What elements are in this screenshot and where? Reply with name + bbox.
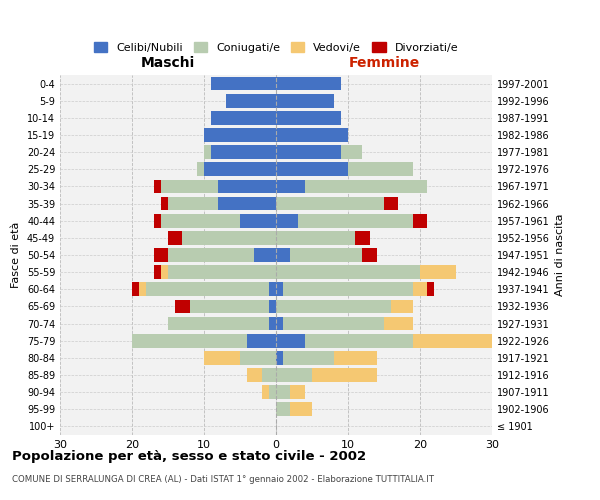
Bar bbox=[161, 180, 218, 194]
Bar bbox=[154, 248, 168, 262]
Bar bbox=[269, 300, 276, 314]
Bar bbox=[197, 162, 204, 176]
Bar bbox=[276, 146, 341, 159]
Bar bbox=[226, 94, 276, 108]
Bar bbox=[204, 351, 240, 364]
Bar bbox=[240, 214, 276, 228]
Bar bbox=[262, 368, 276, 382]
Bar bbox=[276, 248, 290, 262]
Bar bbox=[391, 300, 413, 314]
Bar bbox=[283, 351, 334, 364]
Bar bbox=[190, 300, 269, 314]
Bar bbox=[204, 128, 276, 142]
Y-axis label: Anni di nascita: Anni di nascita bbox=[555, 214, 565, 296]
Bar bbox=[154, 214, 161, 228]
Bar bbox=[276, 386, 290, 399]
Bar bbox=[355, 231, 370, 244]
Y-axis label: Fasce di età: Fasce di età bbox=[11, 222, 21, 288]
Bar bbox=[240, 351, 276, 364]
Bar bbox=[218, 180, 276, 194]
Bar bbox=[276, 128, 348, 142]
Bar bbox=[283, 316, 384, 330]
Bar bbox=[384, 196, 398, 210]
Bar bbox=[218, 196, 276, 210]
Bar bbox=[211, 146, 276, 159]
Bar bbox=[290, 402, 312, 416]
Text: COMUNE DI SERRALUNGA DI CREA (AL) - Dati ISTAT 1° gennaio 2002 - Elaborazione TU: COMUNE DI SERRALUNGA DI CREA (AL) - Dati… bbox=[12, 475, 434, 484]
Bar bbox=[298, 214, 413, 228]
Bar bbox=[348, 162, 413, 176]
Bar bbox=[175, 300, 190, 314]
Bar bbox=[276, 282, 283, 296]
Bar bbox=[168, 248, 254, 262]
Bar bbox=[276, 316, 283, 330]
Bar bbox=[154, 180, 161, 194]
Bar bbox=[420, 266, 456, 279]
Bar bbox=[262, 386, 269, 399]
Bar bbox=[247, 368, 262, 382]
Bar bbox=[305, 180, 427, 194]
Bar bbox=[211, 111, 276, 124]
Bar bbox=[312, 368, 377, 382]
Bar bbox=[276, 111, 341, 124]
Bar bbox=[413, 214, 427, 228]
Bar bbox=[269, 282, 276, 296]
Bar bbox=[290, 248, 362, 262]
Bar bbox=[168, 196, 218, 210]
Bar bbox=[204, 146, 211, 159]
Bar bbox=[211, 76, 276, 90]
Bar bbox=[154, 266, 161, 279]
Text: Maschi: Maschi bbox=[141, 56, 195, 70]
Bar bbox=[276, 76, 341, 90]
Bar bbox=[132, 334, 247, 347]
Bar bbox=[204, 162, 276, 176]
Bar bbox=[362, 248, 377, 262]
Bar bbox=[269, 386, 276, 399]
Bar bbox=[276, 214, 298, 228]
Bar bbox=[276, 231, 355, 244]
Bar bbox=[290, 386, 305, 399]
Bar bbox=[139, 282, 146, 296]
Bar bbox=[341, 146, 362, 159]
Bar bbox=[168, 266, 276, 279]
Bar bbox=[276, 196, 384, 210]
Bar bbox=[254, 248, 276, 262]
Bar bbox=[334, 351, 377, 364]
Text: Femmine: Femmine bbox=[349, 56, 419, 70]
Bar bbox=[168, 316, 269, 330]
Bar bbox=[276, 180, 305, 194]
Bar bbox=[276, 368, 312, 382]
Bar bbox=[161, 266, 168, 279]
Bar bbox=[276, 94, 334, 108]
Bar bbox=[161, 196, 168, 210]
Bar bbox=[283, 282, 413, 296]
Bar bbox=[384, 316, 413, 330]
Bar bbox=[168, 231, 182, 244]
Bar bbox=[161, 214, 240, 228]
Bar bbox=[413, 282, 427, 296]
Bar bbox=[146, 282, 269, 296]
Bar bbox=[276, 300, 391, 314]
Bar bbox=[269, 316, 276, 330]
Bar bbox=[276, 266, 420, 279]
Bar bbox=[247, 334, 276, 347]
Bar bbox=[132, 282, 139, 296]
Bar bbox=[427, 282, 434, 296]
Bar bbox=[305, 334, 413, 347]
Bar bbox=[276, 351, 283, 364]
Bar bbox=[276, 402, 290, 416]
Bar bbox=[182, 231, 276, 244]
Legend: Celibi/Nubili, Coniugati/e, Vedovi/e, Divorziati/e: Celibi/Nubili, Coniugati/e, Vedovi/e, Di… bbox=[89, 38, 463, 57]
Bar bbox=[276, 334, 305, 347]
Bar bbox=[276, 162, 348, 176]
Text: Popolazione per età, sesso e stato civile - 2002: Popolazione per età, sesso e stato civil… bbox=[12, 450, 366, 463]
Bar bbox=[413, 334, 492, 347]
